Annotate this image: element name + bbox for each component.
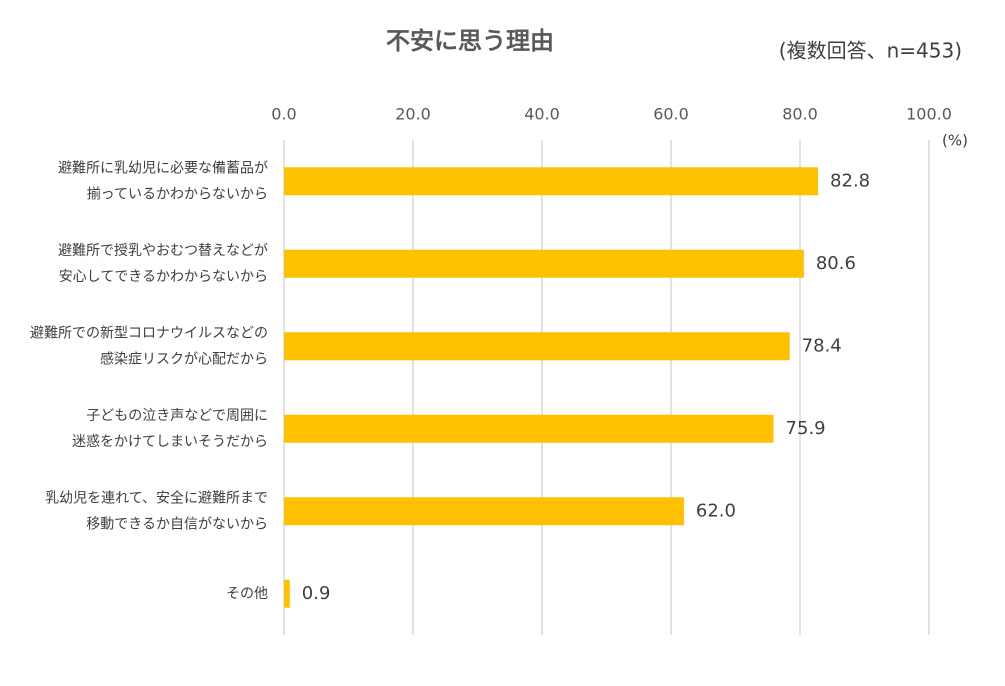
value-label: 0.9 (302, 583, 331, 604)
x-tick-label: 20.0 (395, 105, 431, 124)
chart-title: 不安に思う理由 (386, 27, 554, 55)
bar (284, 414, 774, 443)
bar (284, 167, 819, 196)
y-tick-label: 子どもの泣き声などで周囲に (86, 408, 268, 424)
value-label: 78.4 (802, 335, 842, 356)
bar (284, 332, 790, 361)
y-tick-label: その他 (226, 586, 268, 602)
value-label: 80.6 (816, 253, 856, 274)
y-tick-label: 乳幼児を連れて、安全に避難所まで (45, 489, 268, 506)
unit-label: (%) (942, 132, 968, 150)
y-tick-label: 避難所での新型コロナウイルスなどの (30, 325, 268, 341)
y-tick-label: 避難所で授乳やおむつ替えなどが (58, 243, 268, 259)
value-label: 82.8 (830, 170, 870, 191)
x-tick-label: 80.0 (782, 105, 818, 124)
y-tick-label: 安心してできるかわからないから (59, 269, 268, 285)
y-tick-label: 感染症リスクが心配だから (100, 350, 268, 367)
bar (284, 579, 290, 608)
x-tick-label: 100.0 (906, 105, 952, 124)
chart-subtitle: (複数回答、n=453) (779, 39, 962, 63)
value-label: 62.0 (696, 500, 736, 521)
x-tick-label: 60.0 (653, 105, 689, 124)
y-tick-label: 移動できるか自信がないから (86, 516, 268, 532)
x-tick-label: 0.0 (271, 105, 296, 124)
bar (284, 497, 684, 526)
y-tick-label: 迷惑をかけてしまいそうだから (72, 434, 268, 450)
y-tick-label: 避難所に乳幼児に必要な備蓄品が (58, 160, 268, 176)
value-label: 75.9 (786, 418, 826, 439)
x-tick-label: 40.0 (524, 105, 560, 124)
bar (284, 249, 804, 278)
y-tick-label: 揃っているかわからないから (87, 186, 268, 202)
